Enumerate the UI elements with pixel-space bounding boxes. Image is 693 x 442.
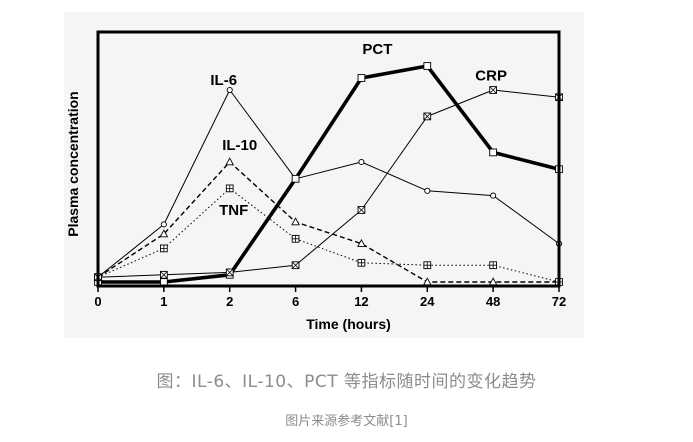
series-label-il-10: IL-10 <box>222 137 257 154</box>
point-il-6-48-shape <box>490 192 497 199</box>
point-pct-48-shape <box>489 148 497 157</box>
figure-panel: 0 1 2 6 12 24 48 72 Time (hours) Plasma concentra… <box>64 12 584 338</box>
figure-caption: 图：IL-6、IL-10、PCT 等指标随时间的变化趋势 <box>156 372 537 392</box>
point-il-10-12-shape <box>357 238 366 247</box>
point-pct-24-shape <box>423 62 432 70</box>
series-line-crp <box>97 89 560 278</box>
point-crp-6 <box>291 261 300 270</box>
point-il-6-24 <box>424 187 431 194</box>
point-il-10-6 <box>291 217 300 226</box>
y-axis-label: Plasma concentration <box>65 91 81 237</box>
point-tnf-6-cross <box>292 235 299 243</box>
x-tick-label-24: 24 <box>420 294 435 309</box>
point-pct-1 <box>160 278 168 286</box>
point-il-10-12 <box>357 238 366 247</box>
point-il-6-1-shape <box>160 221 167 228</box>
point-crp-2-cross <box>226 268 234 277</box>
point-il-10-2 <box>225 157 235 166</box>
x-tick-label-72: 72 <box>552 294 566 309</box>
point-il-6-48 <box>490 192 497 199</box>
point-tnf-24 <box>423 261 432 270</box>
plot-frame <box>96 30 561 288</box>
x-axis-label: Time (hours) <box>306 316 391 332</box>
point-crp-12 <box>357 206 366 214</box>
point-tnf-12-cross <box>358 259 365 267</box>
x-tick-label-12: 12 <box>354 294 368 309</box>
point-il-6-1 <box>160 221 167 228</box>
point-tnf-2-cross <box>226 185 234 192</box>
point-crp-12-cross <box>357 206 366 214</box>
figure-source-note: 图片来源参考文献[1] <box>285 414 408 429</box>
x-tick-label-0: 0 <box>94 294 101 309</box>
series-line-il-10 <box>97 161 559 283</box>
point-tnf-1-cross <box>160 245 168 252</box>
point-crp-2 <box>225 268 234 277</box>
x-tick-label-6: 6 <box>292 294 299 309</box>
series-label-tnf: TNF <box>219 202 248 219</box>
point-il-6-12 <box>358 158 365 166</box>
point-pct-1-shape <box>160 278 168 286</box>
x-tick-label-1: 1 <box>160 294 167 309</box>
point-tnf-48 <box>489 261 497 270</box>
series-line-pct <box>98 64 560 284</box>
point-crp-1 <box>160 270 168 279</box>
point-tnf-48-cross <box>489 261 497 269</box>
point-pct-12 <box>357 74 366 82</box>
point-il-6-2 <box>226 86 233 94</box>
point-crp-24 <box>423 112 432 121</box>
x-tick-label-2: 2 <box>226 294 233 309</box>
point-il-10-24-shape <box>422 277 432 286</box>
point-crp-6-cross <box>291 261 300 269</box>
point-pct-6 <box>291 174 300 183</box>
point-tnf-12 <box>357 258 366 267</box>
series-label-il-6: IL-6 <box>210 72 237 89</box>
point-tnf-2 <box>225 184 234 193</box>
point-il-6-2-shape <box>226 86 233 94</box>
point-il-10-24 <box>422 277 432 286</box>
series-label-pct: PCT <box>362 41 392 58</box>
series-line-il-6 <box>97 89 560 278</box>
point-crp-48-cross <box>489 86 497 94</box>
point-il-10-2-shape <box>225 157 235 166</box>
point-il-10-6-shape <box>291 217 300 226</box>
point-tnf-24-cross <box>423 261 431 269</box>
point-crp-48 <box>489 86 497 94</box>
point-pct-24 <box>423 62 432 70</box>
point-crp-1-cross <box>160 271 168 279</box>
point-il-10-1-shape <box>159 229 169 238</box>
point-pct-12-shape <box>357 74 366 82</box>
point-crp-24-cross <box>423 112 431 121</box>
point-tnf-1 <box>160 244 168 253</box>
point-pct-6-shape <box>291 174 300 183</box>
series-label-crp: CRP <box>475 67 507 84</box>
point-il-6-12-shape <box>358 158 365 166</box>
point-pct-48 <box>489 148 497 157</box>
x-tick-label-48: 48 <box>486 294 500 309</box>
point-il-6-24-shape <box>424 187 431 194</box>
point-tnf-6 <box>291 234 300 243</box>
point-il-10-1 <box>159 229 169 238</box>
